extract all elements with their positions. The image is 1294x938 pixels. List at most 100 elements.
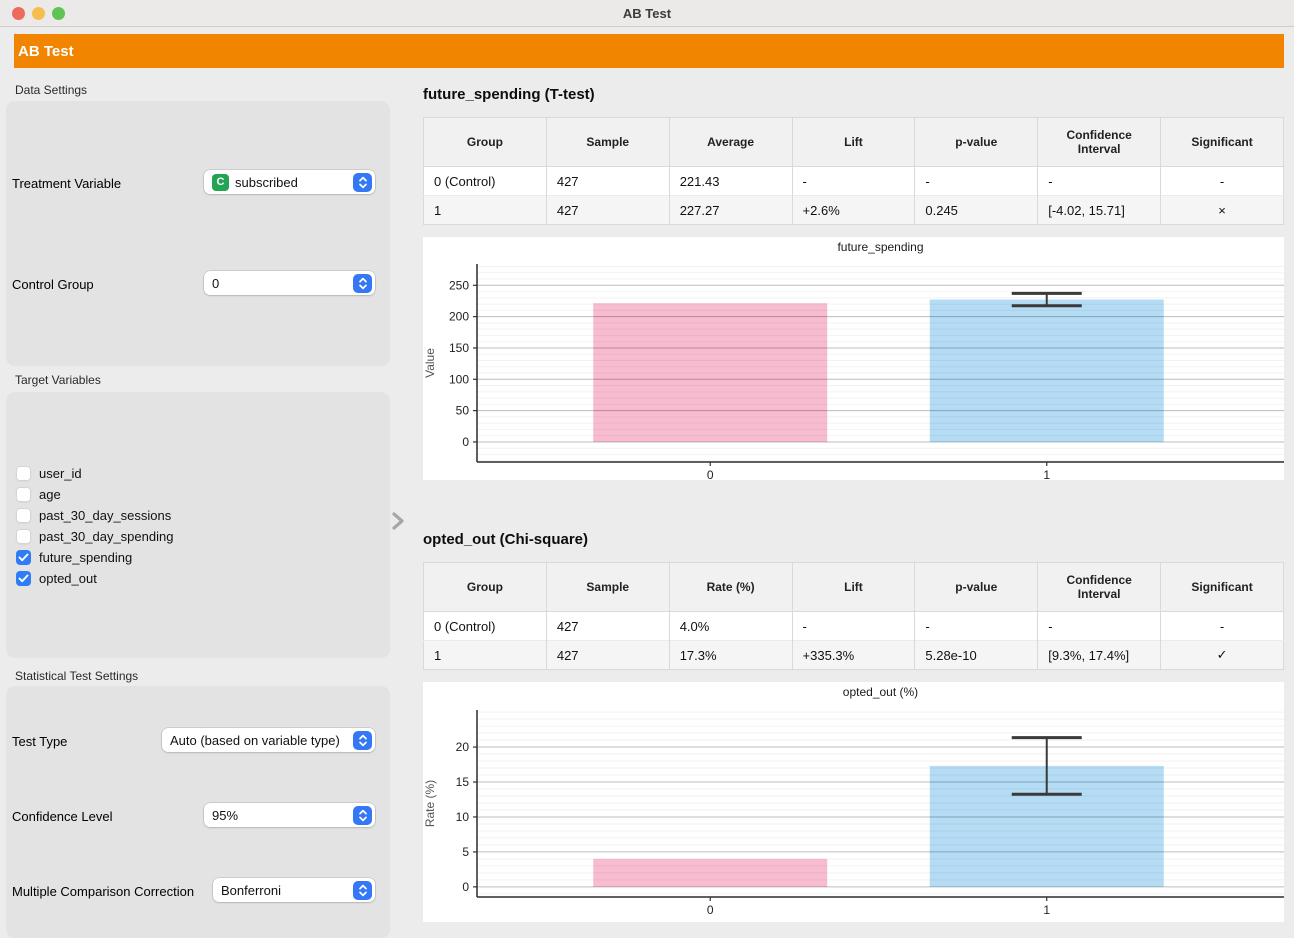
target-variable-label: age (39, 487, 61, 502)
checkbox-checked-icon[interactable] (16, 550, 31, 565)
section-label-target-variables: Target Variables (15, 373, 101, 387)
column-header: Sample (545, 562, 670, 612)
checkbox-unchecked-icon[interactable] (16, 466, 31, 481)
confidence-level-label: Confidence Level (12, 809, 113, 824)
checkbox-unchecked-icon[interactable] (16, 529, 31, 544)
app-header-banner: AB Test (14, 34, 1284, 68)
svg-text:0: 0 (462, 435, 469, 449)
checkbox-unchecked-icon[interactable] (16, 508, 31, 523)
column-header: Group (423, 562, 547, 612)
table-cell: 0 (Control) (423, 166, 547, 196)
treatment-variable-value: subscribed (235, 174, 298, 190)
svg-text:Rate (%): Rate (%) (423, 780, 437, 827)
table-cell: [-4.02, 15.71] (1037, 195, 1161, 225)
target-variable-label: future_spending (39, 550, 133, 565)
significance-cell: ✓ (1160, 640, 1284, 670)
table-row: 0 (Control) 427 4.0% - - - - (423, 611, 1284, 641)
column-header: Group (423, 117, 547, 167)
svg-text:Value: Value (423, 348, 437, 378)
future-spending-bar-chart: 0 50 100 150 200 250 0 1 future_spending Value (423, 240, 1284, 482)
future-spending-results-table: Group Sample Average Lift p-value Confidence … (423, 117, 1284, 225)
target-variable-label: past_30_day_sessions (39, 508, 172, 523)
data-settings-panel (6, 101, 390, 366)
column-type-badge-icon: C (212, 173, 229, 191)
correction-label: Multiple Comparison Correction (12, 884, 195, 899)
dropdown-stepper-icon (353, 172, 372, 192)
correction-dropdown[interactable]: Bonferroni (213, 878, 375, 902)
section-label-stat-settings: Statistical Test Settings (15, 669, 139, 683)
svg-text:100: 100 (449, 372, 469, 386)
table-cell: 4.0% (668, 611, 793, 641)
column-header: Sample (545, 117, 670, 167)
table-cell: 0 (Control) (423, 611, 547, 641)
table-cell: +335.3% (791, 640, 915, 670)
test-type-value: Auto (based on variable type) (170, 732, 340, 748)
svg-text:20: 20 (456, 740, 470, 754)
table-cell: 427 (545, 195, 670, 225)
dropdown-stepper-icon (353, 730, 372, 750)
dropdown-stepper-icon (353, 880, 372, 900)
table-cell: +2.6% (791, 195, 915, 225)
app-title: AB Test (18, 42, 74, 60)
table-row: 1 427 227.27 +2.6% 0.245 [-4.02, 15.71] × (423, 195, 1284, 225)
table-cell: - (791, 166, 915, 196)
treatment-variable-dropdown[interactable]: C subscribed (204, 170, 375, 194)
close-button[interactable] (12, 7, 25, 20)
dropdown-stepper-icon (353, 273, 372, 293)
checkbox-checked-icon[interactable] (16, 571, 31, 586)
svg-text:future_spending: future_spending (837, 240, 923, 254)
window-title: AB Test (622, 6, 672, 21)
minimize-button[interactable] (32, 7, 45, 20)
column-header: Confidence Interval (1037, 117, 1161, 167)
target-variable-item[interactable]: age (16, 484, 173, 505)
control-group-dropdown[interactable]: 0 (204, 271, 375, 295)
target-variable-item[interactable]: past_30_day_sessions (16, 505, 173, 526)
significance-cell: - (1160, 166, 1284, 196)
sidebar-collapse-chevron-icon[interactable] (390, 508, 408, 534)
target-variable-item[interactable]: user_id (16, 463, 173, 484)
table-cell: 427 (545, 166, 670, 196)
checkbox-unchecked-icon[interactable] (16, 487, 31, 502)
dropdown-stepper-icon (353, 805, 372, 825)
result-heading-opted-out: opted_out (Chi-square) (423, 531, 588, 548)
target-variable-label: past_30_day_spending (39, 529, 174, 544)
svg-text:5: 5 (462, 845, 469, 859)
zoom-button[interactable] (52, 7, 65, 20)
svg-text:opted_out (%): opted_out (%) (843, 685, 918, 699)
treatment-variable-label: Treatment Variable (12, 176, 122, 191)
table-cell: - (914, 611, 1038, 641)
svg-text:250: 250 (449, 278, 469, 292)
table-cell: 221.43 (668, 166, 793, 196)
opted-out-results-table: Group Sample Rate (%) Lift p-value Confidence… (423, 562, 1284, 670)
target-variables-panel (6, 392, 390, 658)
confidence-level-dropdown[interactable]: 95% (204, 803, 375, 827)
test-type-dropdown[interactable]: Auto (based on variable type) (162, 728, 375, 752)
svg-text:50: 50 (456, 404, 470, 418)
svg-text:0: 0 (462, 880, 469, 894)
table-row: 0 (Control) 427 221.43- - - - (423, 166, 1284, 196)
svg-text:0: 0 (707, 468, 714, 480)
column-header: Confidence Interval (1037, 562, 1161, 612)
significance-cell: × (1160, 195, 1284, 225)
table-cell: 427 (545, 640, 670, 670)
table-cell: 5.28e-10 (914, 640, 1038, 670)
opted-out-bar-chart: 0 5 10 15 20 0 1 opted_out (%) Rate (%) (423, 685, 1284, 917)
target-variable-item[interactable]: future_spending (16, 547, 173, 568)
table-cell: 1 (423, 195, 547, 225)
target-variable-item[interactable]: opted_out (16, 568, 173, 589)
column-header: Lift (791, 562, 915, 612)
table-cell: 427 (545, 611, 670, 641)
column-header: Rate (%) (668, 562, 793, 612)
table-cell: - (791, 611, 915, 641)
svg-text:1: 1 (1043, 468, 1050, 480)
svg-text:15: 15 (456, 775, 470, 789)
column-header: Average (668, 117, 793, 167)
table-row: 1 427 17.3% +335.3% 5.28e-10 [9.3%, 17.4%] ✓ (423, 640, 1284, 670)
table-cell: - (1037, 611, 1161, 641)
test-type-label: Test Type (12, 734, 68, 749)
target-variable-item[interactable]: past_30_day_spending (16, 526, 173, 547)
table-cell: - (1037, 166, 1161, 196)
correction-value: Bonferroni (221, 882, 281, 898)
column-header: p-value (914, 117, 1038, 167)
